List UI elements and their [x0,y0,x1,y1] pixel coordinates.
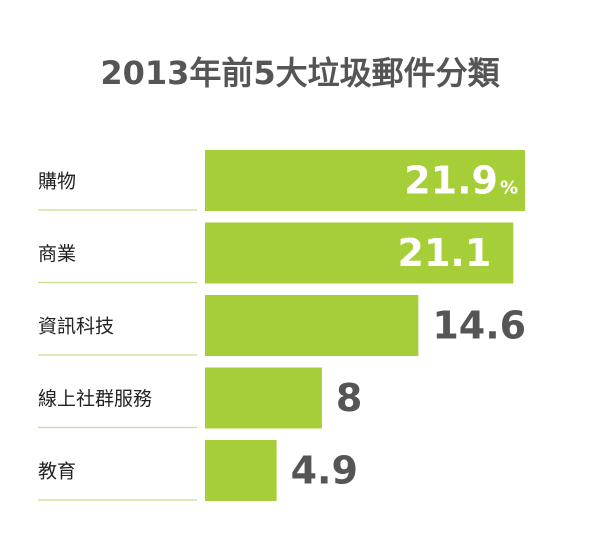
value-label-1: 21.9 [404,159,498,203]
category-label-4: 線上社群服務 [38,388,152,410]
category-label-3: 資訊科技 [38,316,114,338]
value-label-2: 21.1 [398,231,492,275]
bar-1 [205,150,525,211]
unit-label: % [500,178,518,199]
bar-2 [205,222,514,284]
value-label-3: 14.6 [432,304,526,348]
bar-5 [205,440,277,501]
category-label-5: 教育 [38,461,76,483]
bar-3 [205,295,419,356]
category-label-1: 購物 [38,171,76,193]
chart-title: 2013年前5大垃圾郵件分類 [100,54,500,92]
bars-group: 購物 21.9 % 商業 21.1 資訊科技 14.6 線上社群服務 8 教育 4.9 [38,150,526,501]
value-label-5: 4.9 [291,449,358,493]
category-label-2: 商業 [38,243,76,265]
value-label-4: 8 [336,376,362,420]
bar-4 [205,367,322,429]
